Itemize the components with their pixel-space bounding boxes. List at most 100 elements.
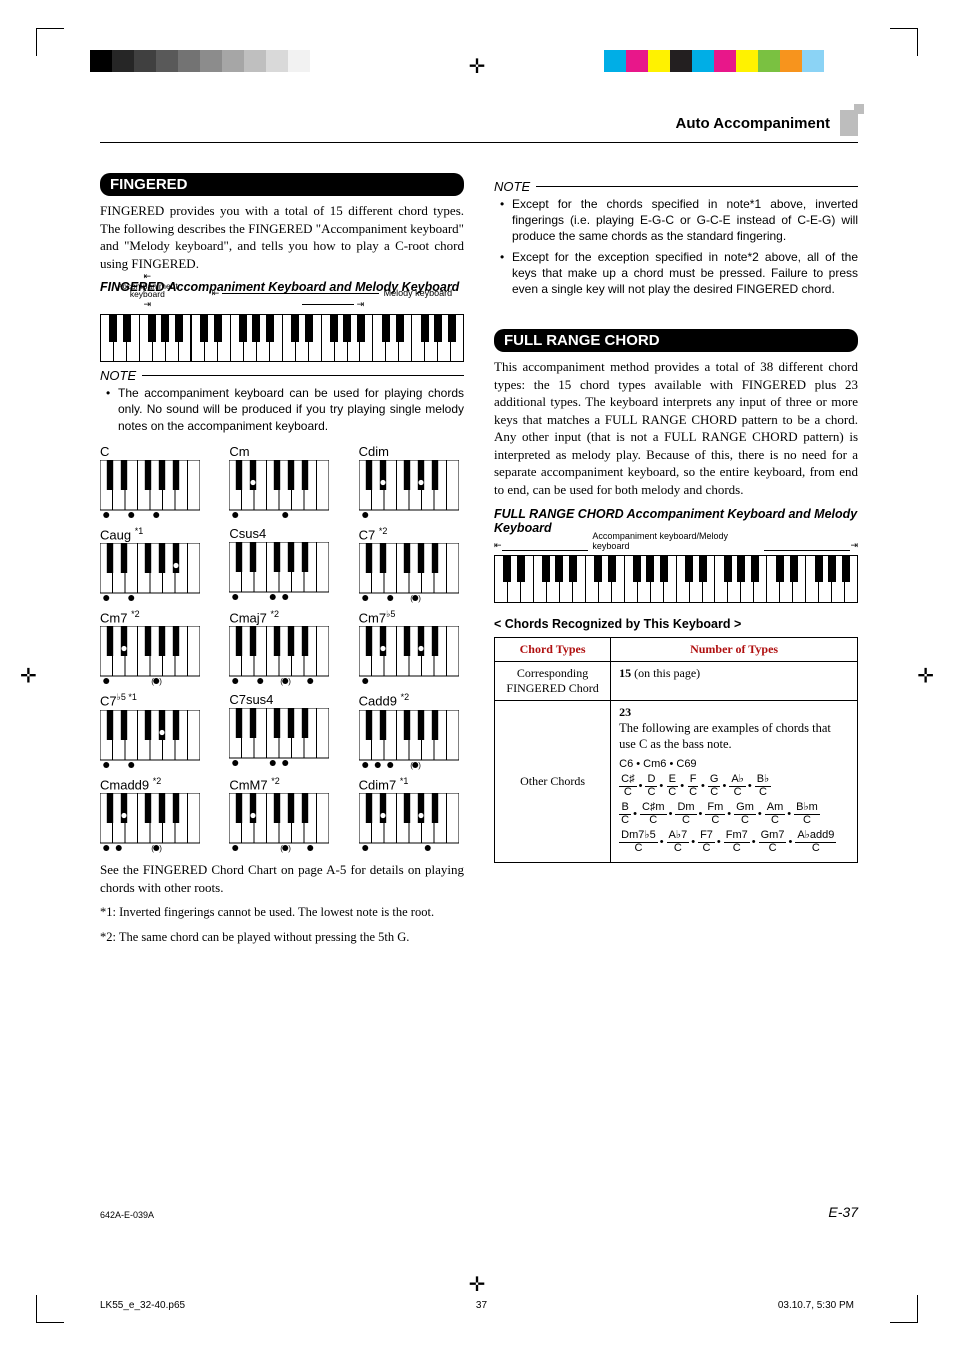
chord-name: Cdim7 *1 [359,776,464,792]
svg-text:(: ( [151,844,154,853]
chord-name: C7♭5 *1 [100,692,205,708]
chord-keyboard-icon: () [359,710,464,770]
chord-name: Cmaj7 *2 [229,609,334,625]
footer-code: 642A-E-039A [100,1210,154,1220]
chord-name: Caug *1 [100,526,205,542]
fraction-row: Dm7♭5C • A♭7C • F7C • Fm7C • Gm7C • A♭ad… [619,830,849,854]
chord-fraction: F7C [698,830,715,854]
meta-timestamp: 03.10.7, 5:30 PM [778,1300,854,1311]
right-column: NOTE Except for the chords specified in … [494,173,858,954]
chord-keyboard-icon [359,793,464,853]
chord-keyboard-icon [359,460,464,520]
svg-text:(: ( [281,844,284,853]
svg-text:(: ( [281,677,284,686]
note-heading: NOTE [100,368,464,383]
registration-mark-icon: ✛ [469,54,486,79]
chord-keyboard-icon: () [229,793,334,853]
chord-diagram: Cdim [359,444,464,520]
page-header-title: Auto Accompaniment [676,115,830,132]
footer-page: E-37 [828,1204,858,1220]
left-column: FINGERED FINGERED provides you with a to… [100,173,464,954]
col-num-types: Number of Types [611,637,858,661]
table-row: Corresponding FINGERED Chord 15 (on this… [495,661,858,700]
chord-diagram: Cm7♭5 [359,609,464,686]
chord-diagram: Cm7 *2() [100,609,205,686]
chord-keyboard-icon [100,543,205,603]
fraction-row: C♯C • DC • EC • FC • GC • A♭C • B♭C [619,774,849,798]
chord-fraction: FmC [705,802,725,826]
chord-fraction: A♭C [729,774,746,798]
chord-keyboard-icon: () [100,793,205,853]
chord-diagram: Csus4 [229,526,334,603]
chord-diagram: Cmadd9 *2() [100,776,205,853]
note-heading: NOTE [494,179,858,194]
chord-keyboard-icon: () [100,626,205,686]
chord-fraction: DC [645,774,657,798]
chord-keyboard-icon [100,710,205,770]
crop-mark [36,28,64,56]
note-item: The accompaniment keyboard can be used f… [118,385,464,434]
keyboard-diagram [494,555,858,603]
chord-diagram: Cadd9 *2 () [359,692,464,769]
page: Auto Accompaniment FINGERED FINGERED pro… [100,110,858,1220]
note-list: The accompaniment keyboard can be used f… [100,385,464,434]
chord-fraction: B♭C [755,774,772,798]
registration-mark-icon: ✛ [469,1272,486,1297]
color-bar [604,50,824,72]
chord-diagram: C7 *2() [359,526,464,603]
note-list: Except for the chords specified in note*… [494,196,858,297]
chord-keyboard-icon [229,542,334,602]
chord-diagram: Caug *1 [100,526,205,603]
svg-text:): ) [159,844,162,853]
table-row: Chord Types Number of Types [495,637,858,661]
chord-name: Cm7 *2 [100,609,205,625]
label-melody: ⇤ Melody keyboard ⇥ [202,288,464,310]
keyboard-labels: ⇤ Accompaniment keyboard ⇥ ⇤ Melody keyb… [100,298,464,310]
chord-keyboard-icon: () [359,543,464,603]
chord-fraction: C♯mC [640,802,667,826]
chord-diagram: Cmaj7 *2 () [229,609,334,686]
chords-recognized-head: < Chords Recognized by This Keyboard > [494,617,858,631]
cell-other: Other Chords [495,700,611,863]
chord-keyboard-icon [359,626,464,686]
header-rule [100,142,858,143]
chord-fraction: A♭add9C [795,830,836,854]
table-row: Other Chords 23 The following are exampl… [495,700,858,863]
header-ornament-icon [840,110,858,136]
cell-corresponding: Corresponding FINGERED Chord [495,661,611,700]
chord-chart-ref: See the FINGERED Chord Chart on page A-5… [100,861,464,896]
chord-diagram: C [100,444,205,520]
chord-diagram: C7sus4 [229,692,334,769]
chord-name: Cm [229,444,334,459]
crop-mark [890,1295,918,1323]
chord-grid: CCmCdimCaug *1Csus4C7 *2()Cm7 *2()Cmaj7 … [100,444,464,853]
svg-text:(: ( [410,761,413,770]
footnote-1: *1: Inverted fingerings cannot be used. … [100,904,464,921]
print-marks-top: ✛ [0,0,954,70]
simple-chords: C6 • Cm6 • C69 [619,758,849,770]
svg-text:): ) [289,677,292,686]
chord-types-table: Chord Types Number of Types Correspondin… [494,637,858,864]
note-item: Except for the exception specified in no… [512,249,858,298]
chord-fraction: Gm7C [759,830,787,854]
chord-fraction: EC [666,774,678,798]
crop-mark [890,28,918,56]
registration-mark-icon: ✛ [20,663,37,688]
registration-mark-icon: ✛ [917,663,934,688]
chord-fraction: A♭7C [667,830,690,854]
keyboard-label-full: ⇤ Accompaniment keyboard/Melody keyboard… [494,539,858,551]
chord-name: C7 *2 [359,526,464,542]
chord-fraction: B♭mC [794,802,820,826]
chord-fraction: BC [619,802,631,826]
section-full-range: FULL RANGE CHORD [494,329,858,352]
chord-name: Cm7♭5 [359,609,464,625]
chord-keyboard-icon [229,460,334,520]
svg-text:(: ( [410,594,413,603]
chord-fraction: FC [687,774,699,798]
chord-name: Cadd9 *2 [359,692,464,708]
footnote-2: *2: The same chord can be played without… [100,929,464,946]
chord-diagram: Cm [229,444,334,520]
chord-keyboard-icon [229,708,334,768]
file-meta: LK55_e_32-40.p65 37 03.10.7, 5:30 PM [100,1300,854,1311]
keyboard-diagram [100,314,464,362]
